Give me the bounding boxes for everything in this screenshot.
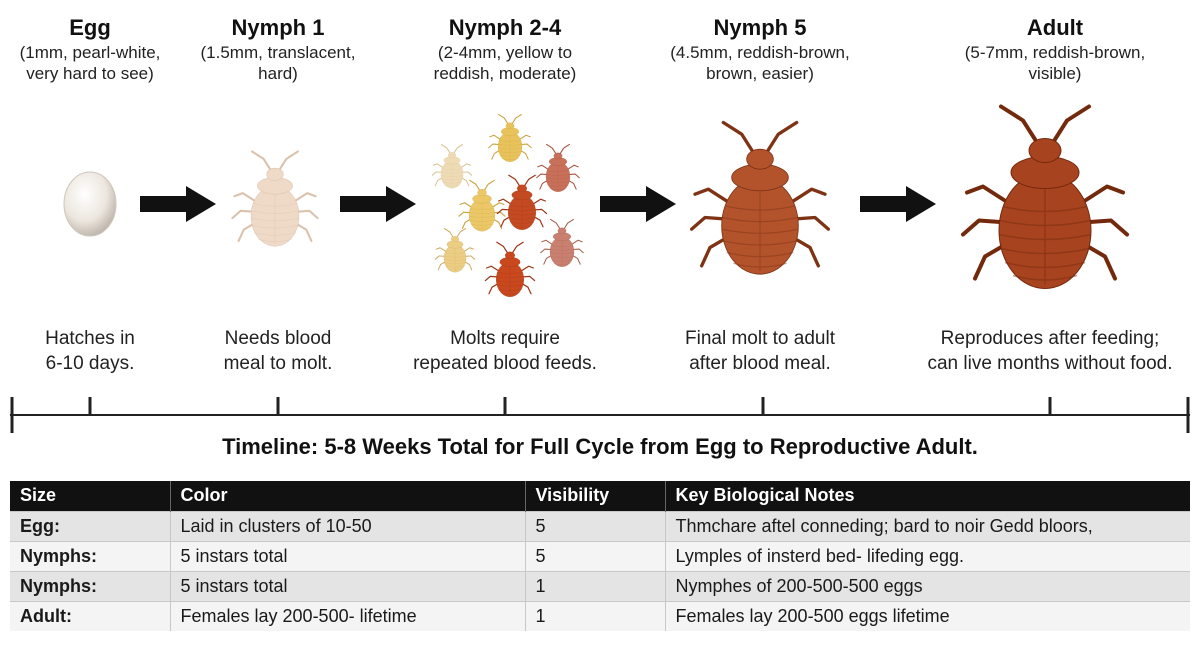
- table-cell: Thmchare aftel conneding; bard to noir G…: [664, 510, 1190, 541]
- arrow-icon: [860, 186, 936, 222]
- table-cell: Lymples of insterd bed- lifeding egg.: [664, 540, 1190, 571]
- stage-nymph2-4-header: Nymph 2-4 (2-4mm, yellow to reddish, mod…: [405, 14, 605, 84]
- stage-desc-line: (1.5mm, translacent,: [200, 43, 356, 62]
- timeline-axis: [10, 397, 1190, 433]
- column-header-visibility: Visibility: [524, 481, 665, 511]
- note-line: repeated blood feeds.: [413, 353, 597, 374]
- stage-adult-header: Adult (5-7mm, reddish-brown, visible): [930, 14, 1180, 84]
- stage-note: Reproduces after feeding; can live month…: [900, 326, 1200, 376]
- table-cell: 1: [524, 570, 665, 601]
- nymph2-4-cluster-illustration: [431, 113, 584, 298]
- stage-note: Hatches in 6-10 days.: [0, 326, 180, 376]
- column-header-color: Color: [169, 481, 525, 511]
- note-line: can live months without food.: [927, 353, 1173, 374]
- table-cell: 5 instars total: [169, 570, 525, 601]
- table-cell: Nymphs:: [10, 570, 170, 601]
- table-cell: 5: [524, 540, 665, 571]
- column-header-size: Size: [10, 481, 170, 511]
- stage-desc-line: hard): [258, 64, 298, 83]
- table-cell: Nymphes of 200-500-500 eggs: [664, 570, 1190, 601]
- biology-table: Size Color Visibility Key Biological Not…: [10, 481, 1190, 631]
- table-cell: Nymphs:: [10, 540, 170, 571]
- table-cell: Egg:: [10, 510, 170, 541]
- column-header-notes: Key Biological Notes: [664, 481, 1190, 511]
- stage-title: Nymph 1: [231, 15, 325, 40]
- stage-desc-line: visible): [1028, 64, 1082, 83]
- table-cell: 5: [524, 510, 665, 541]
- table-header-row: Size Color Visibility Key Biological Not…: [10, 481, 1190, 511]
- table-cell: Females lay 200-500- lifetime: [169, 600, 525, 631]
- note-line: Needs blood: [224, 328, 332, 349]
- stage-desc-line: (1mm, pearl-white,: [19, 43, 161, 62]
- stage-title: Egg: [69, 15, 111, 40]
- note-line: Final molt to adult: [685, 328, 835, 349]
- stage-desc-line: (2-4mm, yellow to: [437, 43, 573, 62]
- stage-nymph1-header: Nymph 1 (1.5mm, translacent, hard): [178, 14, 378, 84]
- stage-desc-line: (5-7mm, reddish-brown,: [964, 43, 1146, 62]
- stage-desc-line: very hard to see): [26, 64, 154, 83]
- stage-nymph5-header: Nymph 5 (4.5mm, reddish-brown, brown, ea…: [640, 14, 880, 84]
- note-line: meal to molt.: [223, 353, 333, 374]
- table-row: Nymphs: 5 instars total 5 Lymples of ins…: [10, 540, 1190, 571]
- egg-illustration: [63, 171, 117, 237]
- stage-egg-header: Egg (1mm, pearl-white, very hard to see): [0, 14, 180, 84]
- stage-title: Nymph 5: [713, 15, 807, 40]
- arrow-icon: [140, 186, 216, 222]
- nymph5-illustration: [690, 120, 830, 276]
- timeline-caption: Timeline: 5-8 Weeks Total for Full Cycle…: [222, 434, 978, 459]
- stage-desc-line: brown, easier): [706, 64, 814, 83]
- stage-note: Needs blood meal to molt.: [178, 326, 378, 376]
- stage-title: Nymph 2-4: [448, 15, 562, 40]
- arrow-icon: [340, 186, 416, 222]
- table-cell: Adult:: [10, 600, 170, 631]
- table-cell: 5 instars total: [169, 540, 525, 571]
- note-line: Reproduces after feeding;: [940, 328, 1160, 349]
- stage-note: Final molt to adult after blood meal.: [650, 326, 870, 376]
- note-line: Molts require: [450, 328, 560, 349]
- table-cell: 1: [524, 600, 665, 631]
- note-line: after blood meal.: [689, 353, 831, 374]
- stage-title: Adult: [1026, 15, 1084, 40]
- stage-note: Molts require repeated blood feeds.: [390, 326, 620, 376]
- arrow-icon: [600, 186, 676, 222]
- table-row: Adult: Females lay 200-500- lifetime 1 F…: [10, 600, 1190, 631]
- stage-desc-line: (4.5mm, reddish-brown,: [670, 43, 850, 62]
- note-line: Hatches in: [45, 328, 135, 349]
- note-line: 6-10 days.: [45, 353, 135, 374]
- table-cell: Laid in clusters of 10-50: [169, 510, 525, 541]
- table-cell: Females lay 200-500 eggs lifetime: [664, 600, 1190, 631]
- adult-illustration: [961, 104, 1129, 291]
- stage-desc-line: reddish, moderate): [433, 64, 577, 83]
- nymph1-illustration: [231, 150, 319, 248]
- table-row: Nymphs: 5 instars total 1 Nymphes of 200…: [10, 570, 1190, 601]
- table-row: Egg: Laid in clusters of 10-50 5 Thmchar…: [10, 510, 1190, 541]
